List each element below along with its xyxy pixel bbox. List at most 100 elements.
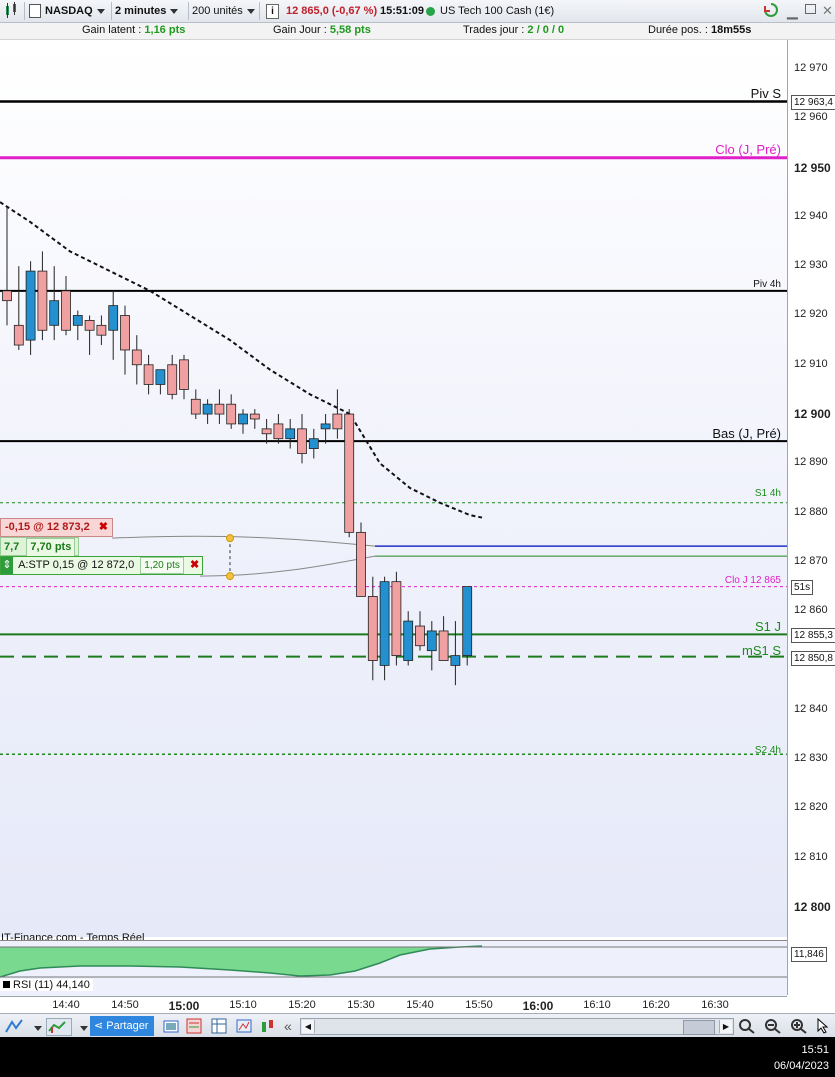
time-tick-label: 16:30 [701,999,729,1011]
rsi-value-box: 11,846 [791,947,827,962]
instrument-selector[interactable]: NASDAQ [29,0,109,22]
indicator-icon[interactable] [46,1018,72,1036]
stop-order-box[interactable]: ⇕ A:STP 0,15 @ 12 872,0 1,20 pts ✖ [0,556,204,575]
share-icon: ⋖ [94,1020,104,1032]
stop-drag-handle-icon[interactable]: ⇕ [1,557,13,574]
zoom-fit-icon[interactable] [738,1018,755,1034]
chart-type-icon[interactable] [4,0,20,22]
price-tick-label: 12 960 [794,111,828,124]
candle-body-6 [72,315,83,326]
level-label-s2-4h: S2 4h [754,745,781,756]
candle-body-7 [84,319,95,331]
candle-body-35 [415,625,425,647]
chart-settings-icon[interactable] [236,1018,252,1034]
minimize-icon[interactable]: ▁ [787,3,798,19]
position-link-curve [111,535,376,547]
table-icon[interactable] [211,1018,227,1034]
price-axis[interactable]: 12 970 12 960 12 950 12 940 12 930 12 920 12 9… [787,40,835,995]
timeframe-selector[interactable]: 2 minutes [115,0,187,22]
price-tick-label: 12 910 [794,357,828,370]
zoom-in-icon[interactable] [790,1018,807,1034]
candle-body-13 [155,369,166,385]
candle-body-38 [450,655,461,666]
list-icon[interactable] [186,1018,202,1034]
scroll-left-icon[interactable]: ◀ [302,1020,315,1033]
pnl-left-value: 7,7 [4,541,20,553]
candle-body-2 [25,270,36,341]
price-chart[interactable]: Piv S Clo (J, Pré) Piv 4h Bas (J, Pré) S… [0,40,787,944]
trades-label: Trades jour : [463,24,525,36]
price-tick-label: 12 970 [794,62,828,74]
position-order-box[interactable]: -0,15 @ 12 873,2 ✖ [0,518,114,537]
cancel-stop-icon[interactable]: ✖ [189,559,200,571]
time-tick-label: 16:20 [642,999,670,1011]
price-tick-label: 12 860 [794,604,828,617]
latent-gain-label: Gain latent : [82,24,142,36]
level-label-bas-pre: Bas (J, Pré) [712,426,781,441]
candle-body-19 [226,403,237,425]
price-tick-label: 12 820 [794,801,828,814]
candle-body-30 [356,531,366,597]
close-position-icon[interactable]: ✖ [98,521,109,533]
moving-average-line [0,201,483,519]
time-tick-label: 15:00 [168,999,200,1013]
close-icon[interactable]: ✕ [822,3,833,18]
candle-body-14 [167,364,178,395]
price-tick-label: 12 800 [794,900,831,914]
price-change: 12 865,0 (-0,67 %) [286,5,378,17]
trade-icon[interactable] [260,1018,276,1034]
time-axis[interactable]: 14:40 14:50 15:00 15:10 15:20 15:30 15:40 15:50… [0,996,787,1014]
pnl-box: 7,7 7,70 pts [0,537,80,557]
candle-body-8 [96,324,107,336]
pnl-value: 7,70 pts [30,541,72,553]
duration-value: 18m55s [710,24,752,36]
drawing-tool-dropdown[interactable] [30,1022,46,1038]
time-tick-label: 16:00 [522,999,554,1013]
time-tick-label: 14:50 [111,999,139,1011]
price-tick-label: 12 840 [794,702,828,715]
price-tick-label: 12 940 [794,209,828,222]
candle-body-10 [120,315,130,351]
candle-body-36 [426,630,437,652]
share-button[interactable]: ⋖ Partager [90,1016,155,1036]
price-tick-label: 12 920 [794,308,828,321]
level-label-s1-4h: S1 4h [754,488,781,499]
time-tick-label: 14:40 [52,999,80,1011]
price-tick-label: 12 950 [794,160,831,175]
time-tick-label: 15:10 [229,999,257,1011]
units-selector[interactable]: 200 unités [192,0,258,22]
candle-body-15 [179,359,189,390]
scroll-right-icon[interactable]: ▶ [719,1020,732,1033]
scroll-left-fast-icon[interactable]: « [284,1018,292,1034]
price-tick-label: 12 880 [794,505,828,518]
rsi-line [0,945,483,978]
clock-time: 15:51:09 [380,5,425,17]
time-tick-label: 15:40 [406,999,434,1011]
candle-body-27 [320,423,331,430]
candlestick-chart[interactable] [0,40,787,937]
refresh-icon[interactable] [762,0,780,22]
zoom-out-icon[interactable] [764,1018,781,1034]
indicator-dropdown[interactable] [76,1022,92,1038]
time-tick-label: 15:30 [347,999,375,1011]
price-tick-label: 12 870 [794,554,828,567]
system-taskbar: 15:51 06/04/2023 [0,1037,835,1077]
candle-body-23 [273,423,284,440]
candle-body-34 [403,620,414,661]
candle-body-4 [49,300,60,326]
latent-gain-value: 1,16 pts [144,24,186,36]
candle-body-12 [143,364,154,385]
system-date: 06/04/2023 [773,1060,829,1072]
position-order-label: -0,15 @ 12 873,2 [5,521,90,533]
maximize-icon[interactable] [805,0,816,22]
candle-body-29 [344,413,355,533]
candle-body-20 [238,413,248,425]
scrollbar-thumb[interactable] [683,1020,715,1035]
info-icon[interactable]: i [266,0,279,22]
rsi-panel[interactable]: RSI (11) 44,140 [0,940,787,996]
price-tick-label: 12 810 [794,850,828,863]
screenshot-icon[interactable] [163,1018,179,1034]
time-scrollbar[interactable]: ◀ ▶ [300,1018,734,1035]
cursor-icon[interactable] [816,1017,832,1034]
drawing-tool-icon[interactable] [4,1018,23,1034]
